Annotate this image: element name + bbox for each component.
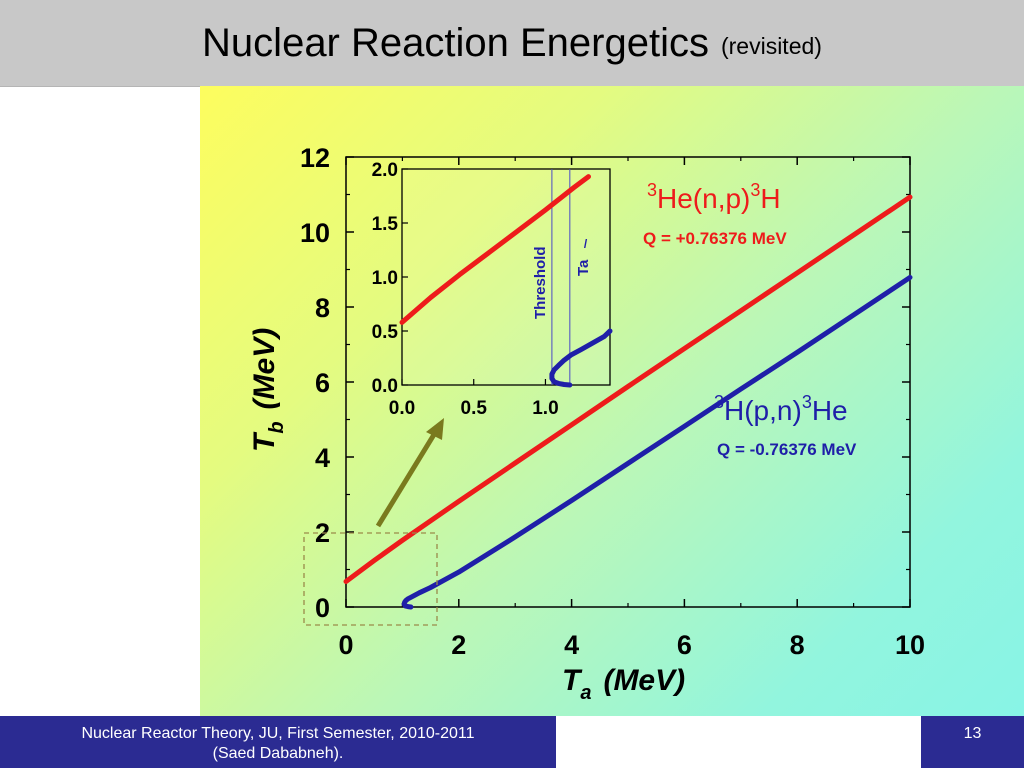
- main-y-tick-label: 0: [315, 593, 330, 623]
- legend-red-name-b: H: [760, 183, 780, 214]
- main-x-tick-label: 10: [895, 630, 925, 660]
- main-y-tick-label: 6: [315, 368, 330, 398]
- inset-background: [402, 169, 610, 385]
- threshold-label: Threshold: [532, 246, 549, 319]
- zoom-arrow: [375, 426, 441, 528]
- footer-page-number: 13: [921, 716, 1024, 768]
- main-x-tick-label: 6: [677, 630, 692, 660]
- main-x-tick-labels: 0 2 4 6 8 10: [338, 630, 925, 660]
- inset-series-line-blue: [549, 328, 613, 388]
- slide-title: Nuclear Reaction Energetics: [202, 20, 709, 65]
- inset-y-tick-label: 1.0: [372, 268, 398, 289]
- inset-series-line-red: [399, 174, 591, 325]
- legend-red-reaction: 3He(n,p)3H: [647, 180, 781, 214]
- x-axis-symbol: T: [562, 664, 583, 697]
- inset-y-tick-label: 0.5: [372, 322, 399, 343]
- ta-prime-mark: /: [584, 237, 588, 251]
- main-series-group: [343, 194, 913, 610]
- inset-series-group: [399, 174, 613, 388]
- legend-blue-reaction: 3H(p,n)3He: [714, 392, 848, 426]
- figure-panel: 0 2 4 6 8 10 0 2 4 6 8 10 12 Ta (MeV) Tb(MeV) 3He(n,…: [200, 86, 1024, 716]
- x-axis-subscript: a: [580, 682, 591, 704]
- main-x-tick-label: 8: [790, 630, 805, 660]
- footer: Nuclear Reactor Theory, JU, First Semest…: [0, 716, 1024, 768]
- main-y-tick-label: 12: [300, 143, 330, 173]
- inset-x-tick-label: 0.5: [461, 398, 488, 419]
- main-y-tick-label: 10: [300, 218, 330, 248]
- inset-y-tick-label: 2.0: [372, 160, 398, 181]
- y-axis-label: Tb (MeV): [248, 328, 288, 452]
- inset-ticks: [401, 168, 547, 386]
- legend-red-superscript-a: 3: [647, 180, 657, 200]
- footer-course: Nuclear Reactor Theory, JU, First Semest…: [81, 725, 475, 742]
- slide-subtitle: (revisited): [720, 32, 822, 59]
- ta-label: Ta: [575, 259, 592, 276]
- inset-y-tick-label: 0.0: [372, 376, 398, 397]
- inset-x-tick-label: 0.0: [389, 398, 415, 419]
- legend-blue-name-a: H(p,n): [724, 395, 802, 426]
- main-y-tick-label: 4: [315, 443, 330, 473]
- legend-red-q-value: Q = +0.76376 MeV: [643, 229, 787, 248]
- y-axis-symbol: T: [248, 431, 281, 452]
- y-axis-unit: (MeV): [248, 328, 281, 410]
- main-x-tick-label: 4: [564, 630, 579, 660]
- zoom-region-box: [303, 532, 438, 626]
- legend-red-name-a: He(n,p): [657, 183, 750, 214]
- x-axis-unit: (MeV): [603, 664, 685, 697]
- title-bar: Nuclear Reaction Energetics (revisited): [0, 0, 1024, 87]
- legend-blue-name-b: He: [812, 395, 848, 426]
- inset-y-tick-label: 1.5: [372, 214, 399, 235]
- main-x-tick-label: 2: [451, 630, 466, 660]
- zoom-arrow-head: [426, 418, 444, 440]
- x-axis-label: Ta (MeV): [562, 664, 685, 704]
- main-y-tick-label: 8: [315, 293, 330, 323]
- footer-course-info: Nuclear Reactor Theory, JU, First Semest…: [0, 716, 556, 768]
- inset-y-tick-labels: 0.0 0.5 1.0 1.5 2.0: [372, 160, 399, 397]
- footer-author: (Saed Dababneh).: [212, 745, 344, 762]
- series-line-h3pn: [401, 274, 913, 610]
- inset-x-tick-labels: 0.0 0.5 1.0: [389, 398, 559, 419]
- main-x-tick-label: 0: [338, 630, 353, 660]
- legend-red-superscript-b: 3: [750, 180, 760, 200]
- legend-blue-superscript-b: 3: [802, 392, 812, 412]
- legend-blue-superscript-a: 3: [714, 392, 724, 412]
- legend-blue-q-value: Q = -0.76376 MeV: [717, 440, 857, 459]
- series-line-he3np: [343, 194, 913, 584]
- inset-x-tick-label: 1.0: [532, 398, 558, 419]
- y-axis-subscript: b: [266, 421, 288, 433]
